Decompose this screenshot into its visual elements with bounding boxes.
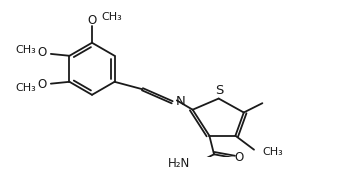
Text: O: O — [87, 14, 97, 27]
Text: CH₃: CH₃ — [15, 83, 36, 93]
Text: O: O — [37, 78, 46, 91]
Text: O: O — [234, 151, 244, 164]
Text: S: S — [216, 84, 224, 97]
Text: CH₃: CH₃ — [262, 147, 283, 156]
Text: O: O — [37, 46, 46, 59]
Text: H₂N: H₂N — [168, 157, 190, 169]
Text: N: N — [176, 95, 186, 108]
Text: CH₃: CH₃ — [101, 12, 122, 22]
Text: CH₃: CH₃ — [15, 45, 36, 55]
